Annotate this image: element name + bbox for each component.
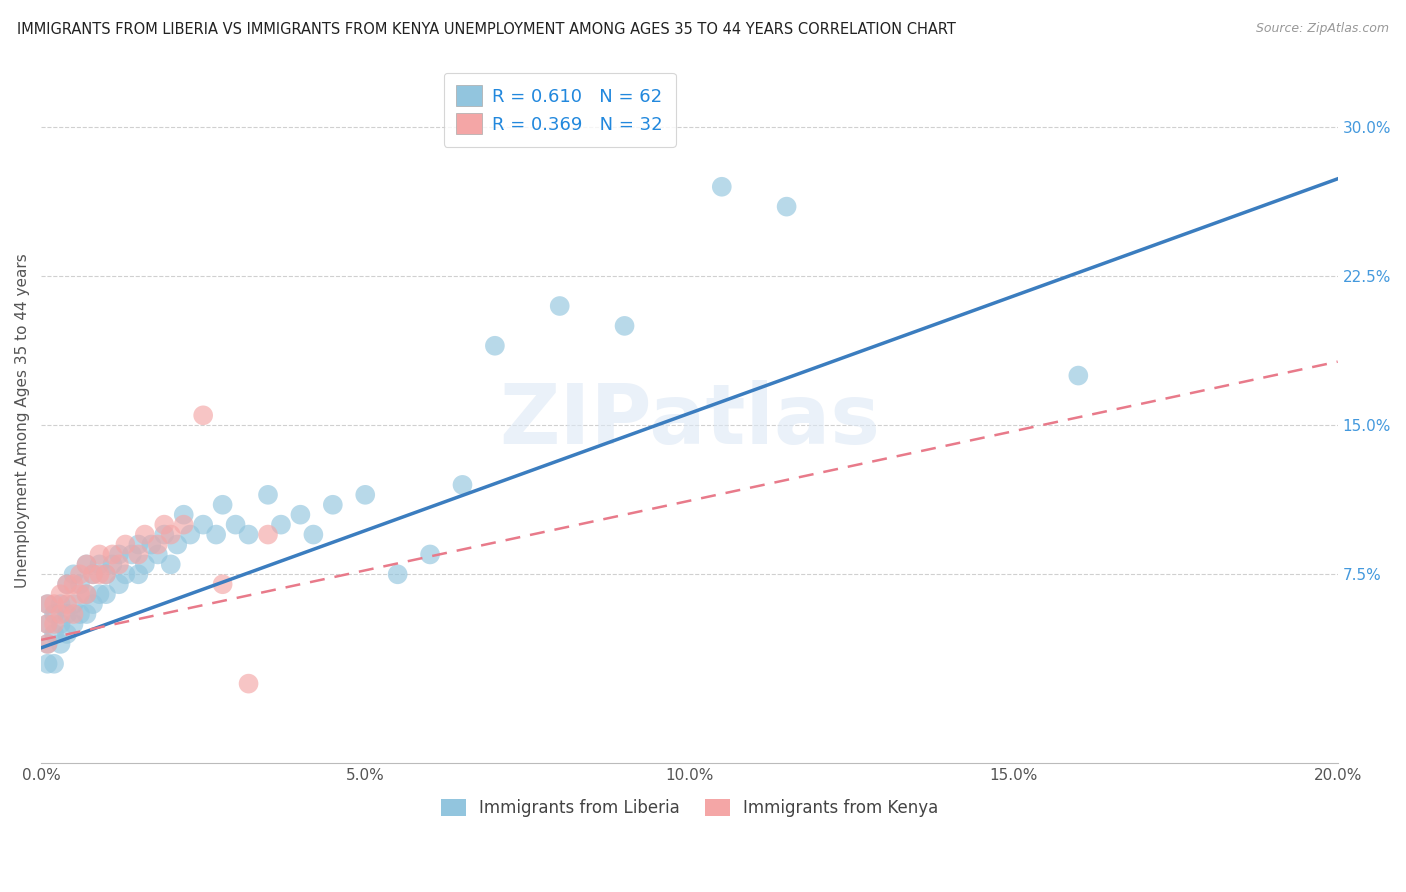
Point — [322, 498, 344, 512]
Point — [62, 617, 84, 632]
Point — [127, 548, 149, 562]
Point — [159, 527, 181, 541]
Point — [37, 617, 59, 632]
Point — [37, 637, 59, 651]
Point — [76, 558, 98, 572]
Point — [225, 517, 247, 532]
Point — [62, 567, 84, 582]
Point — [419, 548, 441, 562]
Point — [89, 567, 111, 582]
Point — [153, 527, 176, 541]
Point — [49, 587, 72, 601]
Point — [238, 676, 260, 690]
Point — [1067, 368, 1090, 383]
Point — [173, 508, 195, 522]
Point — [108, 577, 131, 591]
Point — [257, 488, 280, 502]
Point — [211, 577, 233, 591]
Legend: Immigrants from Liberia, Immigrants from Kenya: Immigrants from Liberia, Immigrants from… — [434, 792, 945, 823]
Point — [56, 577, 79, 591]
Point — [76, 587, 98, 601]
Point — [42, 627, 65, 641]
Point — [94, 587, 117, 601]
Point — [134, 558, 156, 572]
Point — [76, 607, 98, 621]
Point — [94, 567, 117, 582]
Point — [42, 597, 65, 611]
Point — [127, 567, 149, 582]
Point — [354, 488, 377, 502]
Point — [211, 498, 233, 512]
Point — [238, 527, 260, 541]
Point — [49, 597, 72, 611]
Point — [69, 607, 91, 621]
Point — [82, 597, 104, 611]
Point — [37, 637, 59, 651]
Point — [775, 200, 797, 214]
Point — [290, 508, 312, 522]
Point — [134, 527, 156, 541]
Point — [114, 537, 136, 551]
Y-axis label: Unemployment Among Ages 35 to 44 years: Unemployment Among Ages 35 to 44 years — [15, 253, 30, 588]
Point — [62, 597, 84, 611]
Point — [42, 617, 65, 632]
Point — [42, 657, 65, 671]
Point — [69, 567, 91, 582]
Point — [484, 339, 506, 353]
Point — [101, 548, 124, 562]
Point — [89, 558, 111, 572]
Point — [121, 548, 143, 562]
Point — [146, 548, 169, 562]
Point — [451, 478, 474, 492]
Text: IMMIGRANTS FROM LIBERIA VS IMMIGRANTS FROM KENYA UNEMPLOYMENT AMONG AGES 35 TO 4: IMMIGRANTS FROM LIBERIA VS IMMIGRANTS FR… — [17, 22, 956, 37]
Point — [193, 517, 215, 532]
Point — [37, 617, 59, 632]
Point — [37, 657, 59, 671]
Point — [108, 548, 131, 562]
Point — [710, 179, 733, 194]
Point — [56, 627, 79, 641]
Point — [387, 567, 409, 582]
Point — [94, 567, 117, 582]
Point — [179, 527, 201, 541]
Point — [101, 558, 124, 572]
Point — [166, 537, 188, 551]
Point — [613, 318, 636, 333]
Point — [62, 607, 84, 621]
Point — [62, 577, 84, 591]
Point — [82, 567, 104, 582]
Point — [173, 517, 195, 532]
Point — [69, 577, 91, 591]
Point — [69, 587, 91, 601]
Point — [56, 577, 79, 591]
Point — [82, 567, 104, 582]
Point — [37, 597, 59, 611]
Point — [89, 548, 111, 562]
Point — [548, 299, 571, 313]
Point — [49, 617, 72, 632]
Point — [205, 527, 228, 541]
Point — [270, 517, 292, 532]
Point — [257, 527, 280, 541]
Point — [49, 637, 72, 651]
Point — [76, 587, 98, 601]
Text: Source: ZipAtlas.com: Source: ZipAtlas.com — [1256, 22, 1389, 36]
Point — [127, 537, 149, 551]
Point — [37, 597, 59, 611]
Text: ZIPatlas: ZIPatlas — [499, 380, 880, 461]
Point — [56, 607, 79, 621]
Point — [141, 537, 163, 551]
Point — [42, 607, 65, 621]
Point — [108, 558, 131, 572]
Point — [159, 558, 181, 572]
Point — [146, 537, 169, 551]
Point — [89, 587, 111, 601]
Point — [49, 607, 72, 621]
Point — [114, 567, 136, 582]
Point — [153, 517, 176, 532]
Point — [193, 409, 215, 423]
Point — [76, 558, 98, 572]
Point — [56, 597, 79, 611]
Point — [302, 527, 325, 541]
